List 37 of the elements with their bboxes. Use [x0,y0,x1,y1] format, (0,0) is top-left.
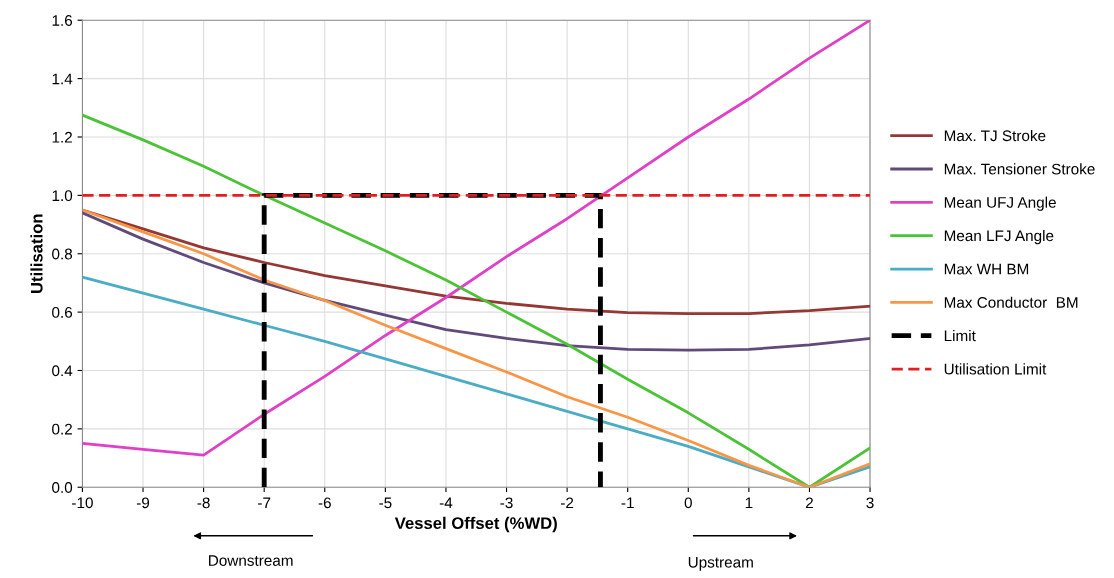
y-tick-label: 1.6 [52,15,73,26]
y-tick-label: 0.6 [52,306,73,318]
y-tick-label: 0.2 [52,423,72,435]
legend-label: Mean UFJ Angle [944,196,1056,211]
legend-label: Limit [944,329,976,342]
y-axis-title: Utilisation [30,214,43,294]
y-tick-label: 0.8 [52,248,73,260]
x-tick-label: -2 [561,497,574,509]
x-tick-label: 1 [745,497,753,509]
x-tick-label: -7 [258,497,271,509]
text: Downstream [209,555,293,566]
legend-label: Max. Tensioner Stroke [944,163,1095,175]
y-tick-label: 1.0 [52,190,73,202]
x-tick-label: -5 [379,497,392,509]
x-tick-label: -1 [621,497,634,509]
text: Upstream [688,556,753,571]
x-axis-title: Vessel Offset (%WD) [394,516,557,533]
line-series [82,208,871,315]
legend-label: Mean LFJ Angle [944,229,1054,245]
x-tick-label: 0 [684,497,692,509]
x-tick-label: 2 [805,497,813,509]
y-tick-label: 0.0 [52,482,73,493]
legend-label: Max. TJ Stroke [944,129,1046,142]
x-tick-label: -8 [197,497,210,509]
legend-label: Max WH BM [944,263,1029,275]
x-tick-label: -4 [439,497,453,509]
x-tick-label: -9 [136,497,150,509]
x-tick-label: 3 [866,497,874,509]
x-tick-label: -10 [72,497,93,509]
y-tick-label: 1.4 [52,73,73,85]
y-tick-label: 1.2 [52,131,72,143]
y-tick-label: 0.4 [52,365,73,377]
legend-label: Utilisation Limit [944,363,1047,375]
legend-label: Max Conductor BM [944,296,1078,308]
x-tick-label: -6 [318,497,331,509]
line-series [82,211,871,352]
x-tick-label: -3 [500,497,513,509]
